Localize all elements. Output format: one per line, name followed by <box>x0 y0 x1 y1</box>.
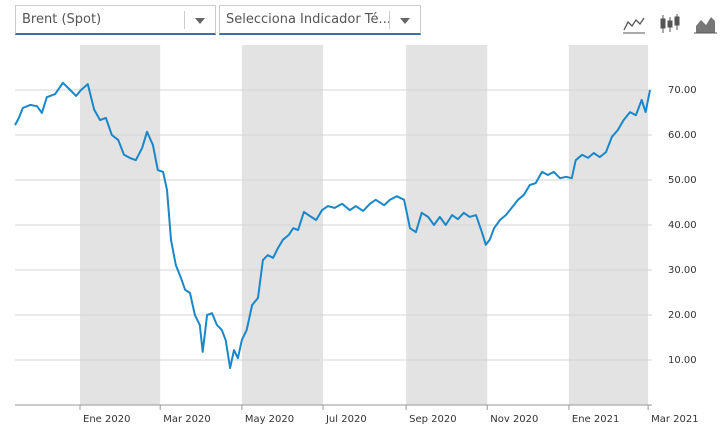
y-tick-label: 60.00 <box>668 130 697 141</box>
y-tick-label: 20.00 <box>668 310 697 321</box>
dropdown-label: Selecciona Indicador Té... <box>226 12 391 27</box>
x-tick-label: Nov 2020 <box>490 414 538 425</box>
y-tick-label: 30.00 <box>668 265 697 276</box>
chart-type-icons <box>623 14 717 34</box>
x-tick-label: Mar 2020 <box>163 414 211 425</box>
x-tick-label: Jul 2020 <box>325 414 367 425</box>
y-tick-label: 40.00 <box>668 220 697 231</box>
indicator-dropdown[interactable]: Selecciona Indicador Té... <box>219 5 421 35</box>
dropdown-label: Brent (Spot) <box>22 12 102 27</box>
x-tick-label: Ene 2020 <box>83 414 130 425</box>
x-tick-label: Mar 2021 <box>651 414 699 425</box>
line-icon[interactable] <box>623 17 645 34</box>
y-tick-label: 10.00 <box>668 355 697 366</box>
y-tick-label: 70.00 <box>668 85 697 96</box>
candlestick-icon[interactable] <box>660 14 680 33</box>
price-line <box>14 81 651 370</box>
x-tick-label: May 2020 <box>245 414 294 425</box>
area-icon[interactable] <box>694 17 717 34</box>
x-tick-label: Sep 2020 <box>409 414 456 425</box>
y-tick-label: 50.00 <box>668 175 697 186</box>
series-dropdown[interactable]: Brent (Spot) <box>15 5 216 35</box>
x-tick-label: Ene 2021 <box>572 414 619 425</box>
